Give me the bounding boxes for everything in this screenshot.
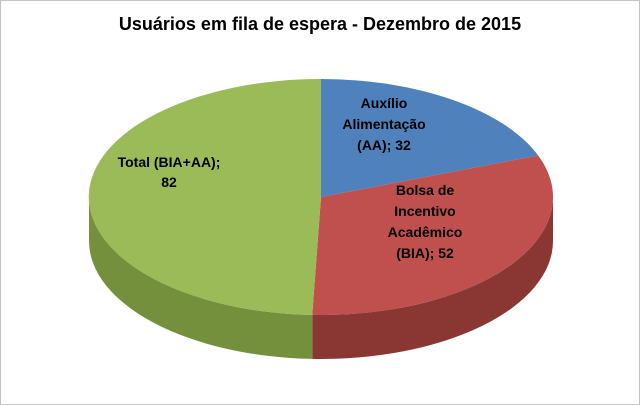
pie-slice: [312, 155, 553, 316]
slice-label: Auxílio Alimentação (AA); 32: [342, 95, 425, 153]
pie-slice: [321, 79, 539, 197]
slice-label: Total (BIA+AA); 82: [118, 154, 221, 190]
pie-slice: [88, 78, 322, 315]
pie-slice-side: [312, 197, 553, 360]
pie-slice-side: [89, 197, 313, 359]
chart-title: Usuários em fila de espera - Dezembro de…: [118, 14, 522, 34]
slice-label: Bolsa de Incentivo Acadêmico (BIA); 52: [388, 182, 463, 261]
